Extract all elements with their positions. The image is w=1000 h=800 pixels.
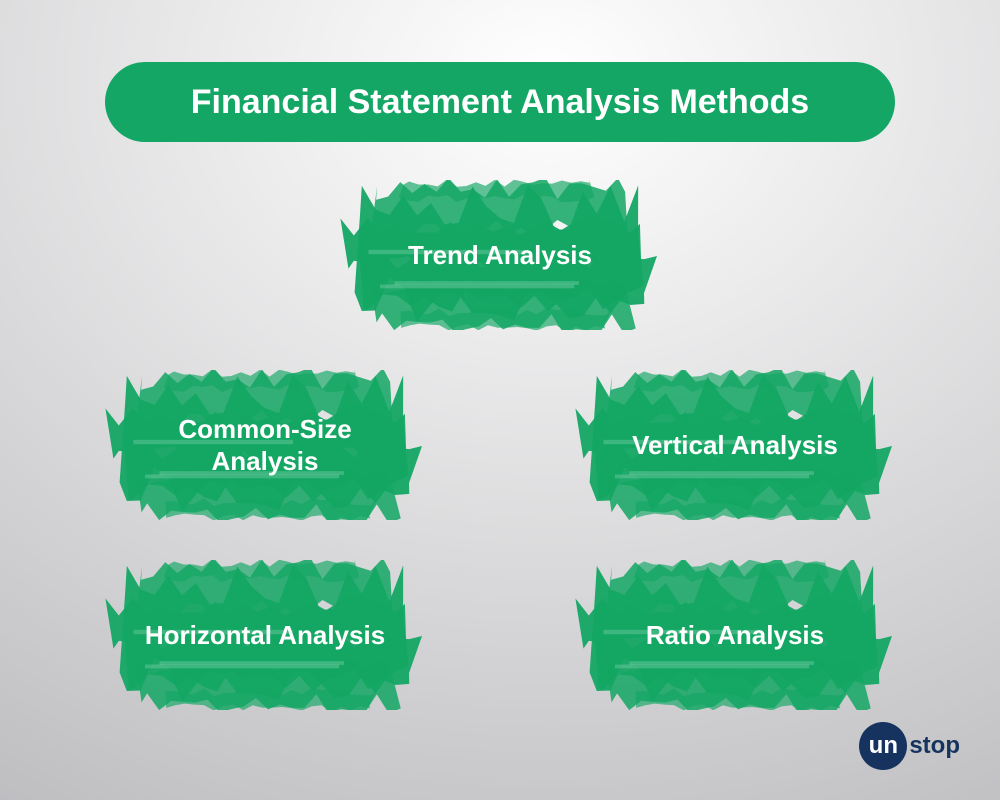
method-brush-3: Horizontal Analysis xyxy=(95,560,435,710)
logo-circle-text: un xyxy=(869,732,898,760)
method-label: Common-SizeAnalysis xyxy=(154,413,375,478)
method-brush-4: Ratio Analysis xyxy=(565,560,905,710)
method-label: Horizontal Analysis xyxy=(121,619,409,652)
infographic-canvas: Financial Statement Analysis Methods un … xyxy=(0,0,1000,800)
title-text: Financial Statement Analysis Methods xyxy=(191,83,809,122)
brand-logo: un stop xyxy=(859,722,960,770)
logo-circle: un xyxy=(859,722,907,770)
method-brush-0: Trend Analysis xyxy=(330,180,670,330)
method-label: Trend Analysis xyxy=(384,239,616,272)
method-label: Ratio Analysis xyxy=(622,619,848,652)
logo-rest-text: stop xyxy=(909,732,960,760)
method-brush-2: Vertical Analysis xyxy=(565,370,905,520)
method-label: Vertical Analysis xyxy=(608,429,862,462)
method-brush-1: Common-SizeAnalysis xyxy=(95,370,435,520)
title-pill: Financial Statement Analysis Methods xyxy=(105,62,895,142)
